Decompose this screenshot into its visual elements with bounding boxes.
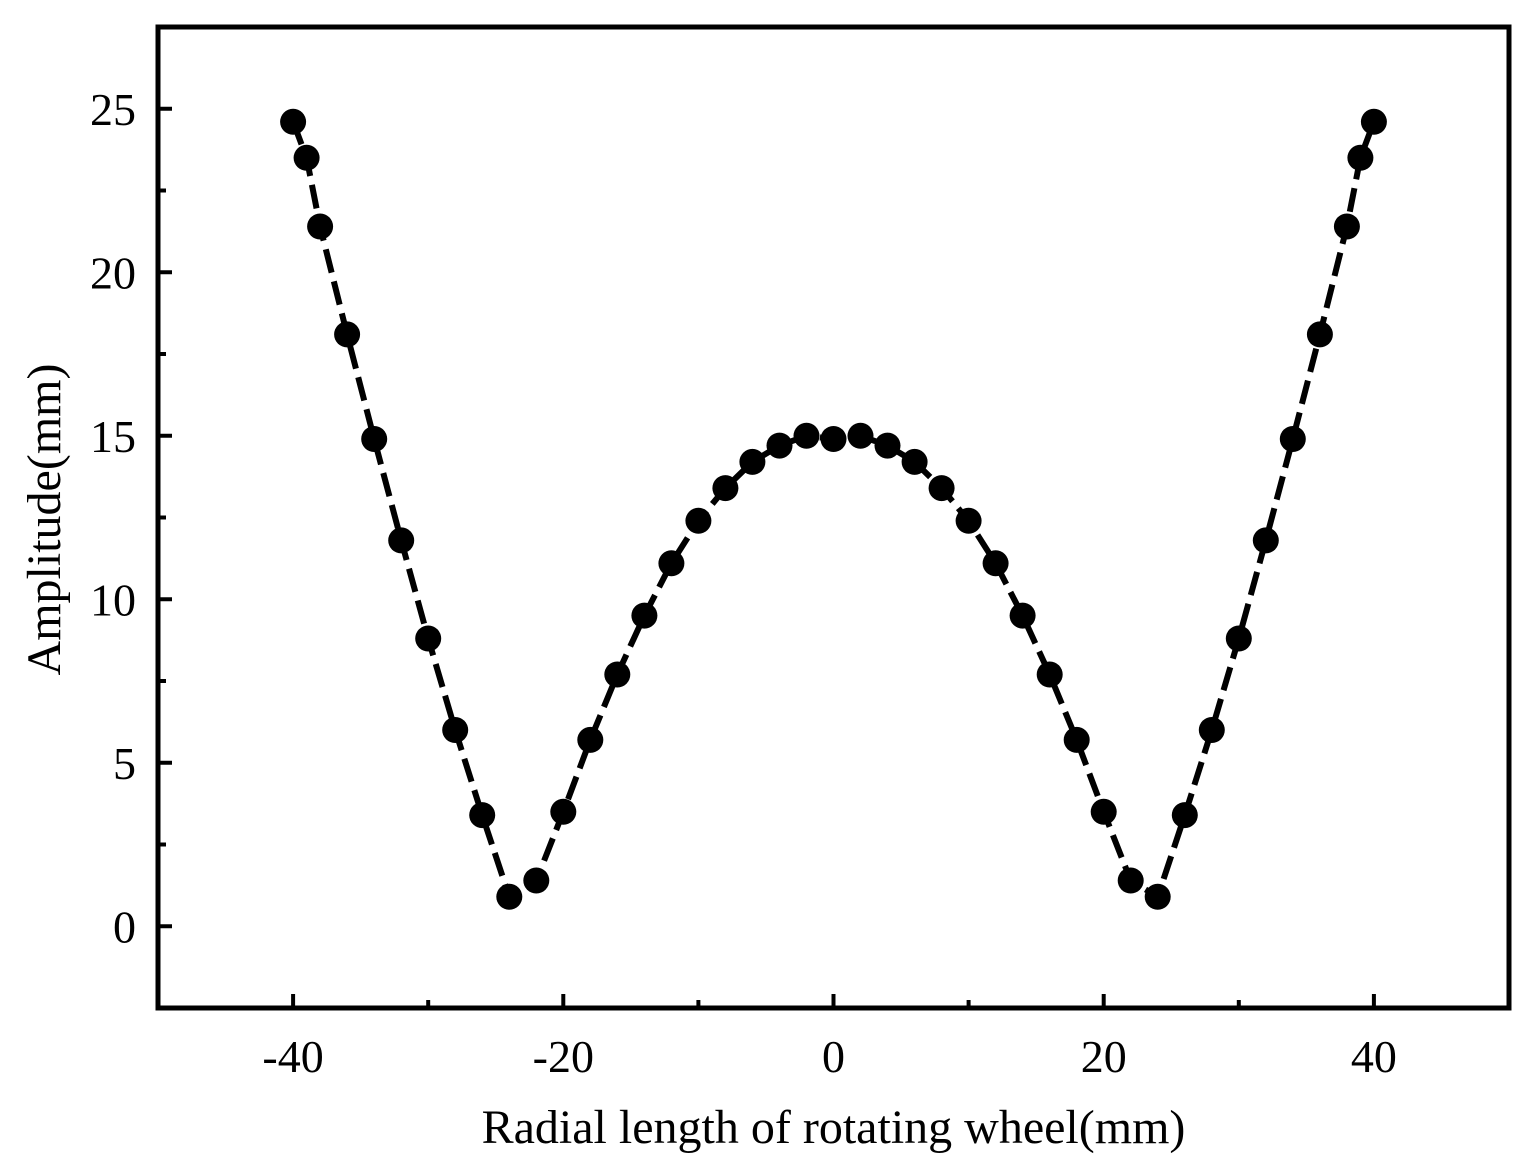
data-point [793, 422, 820, 449]
x-tick-label: -20 [533, 1031, 594, 1082]
data-point [739, 448, 766, 475]
data-point [820, 426, 847, 452]
data-point [658, 550, 685, 577]
data-point [496, 883, 523, 910]
data-point [604, 661, 631, 688]
data-point [415, 625, 442, 652]
data-point [1360, 108, 1387, 135]
data-point [1347, 144, 1374, 171]
data-point [1171, 802, 1198, 829]
y-tick-label: 25 [90, 84, 136, 135]
data-point [577, 726, 604, 753]
data-point [712, 475, 739, 502]
data-point [1333, 213, 1360, 240]
data-point [280, 108, 307, 135]
data-point [1252, 527, 1279, 554]
data-point [334, 321, 361, 348]
data-point [388, 527, 415, 554]
data-point [307, 213, 334, 240]
data-point [1306, 321, 1333, 348]
data-point [1144, 883, 1171, 910]
data-point [982, 550, 1009, 577]
data-point [901, 448, 928, 475]
data-point [1225, 625, 1252, 652]
y-tick-label: 10 [90, 574, 136, 625]
data-point [1036, 661, 1063, 688]
y-tick-label: 15 [90, 411, 136, 462]
data-point [523, 867, 550, 894]
data-point [685, 507, 712, 534]
data-point [469, 802, 496, 829]
data-point [1198, 717, 1225, 743]
data-point [293, 144, 320, 171]
data-point [550, 798, 577, 825]
y-axis-title: Amplitude(mm) [18, 364, 71, 676]
data-point [874, 432, 901, 459]
y-tick-label: 0 [113, 901, 136, 952]
x-axis-title: Radial length of rotating wheel(mm) [482, 1101, 1186, 1154]
data-point [1117, 867, 1144, 894]
data-point [766, 432, 793, 459]
data-point [1063, 726, 1090, 753]
data-point [1090, 798, 1117, 825]
data-point [442, 717, 469, 743]
y-tick-label: 5 [113, 738, 136, 789]
data-point [955, 507, 982, 534]
data-point [1279, 426, 1306, 452]
data-point [847, 422, 874, 449]
axis-tick-labels: -40 -20 0 20 40 0 5 10 15 20 25 [90, 84, 1397, 1082]
data-point [1009, 602, 1036, 629]
data-point [928, 475, 955, 502]
x-tick-label: 0 [822, 1031, 845, 1082]
x-tick-label: 20 [1081, 1031, 1127, 1082]
x-tick-label: 40 [1351, 1031, 1397, 1082]
data-point [631, 602, 658, 629]
y-tick-label: 20 [90, 247, 136, 298]
plot-frame [155, 24, 1512, 1011]
data-point [361, 426, 388, 452]
data-series [280, 108, 1387, 910]
x-tick-label: -40 [262, 1031, 323, 1082]
